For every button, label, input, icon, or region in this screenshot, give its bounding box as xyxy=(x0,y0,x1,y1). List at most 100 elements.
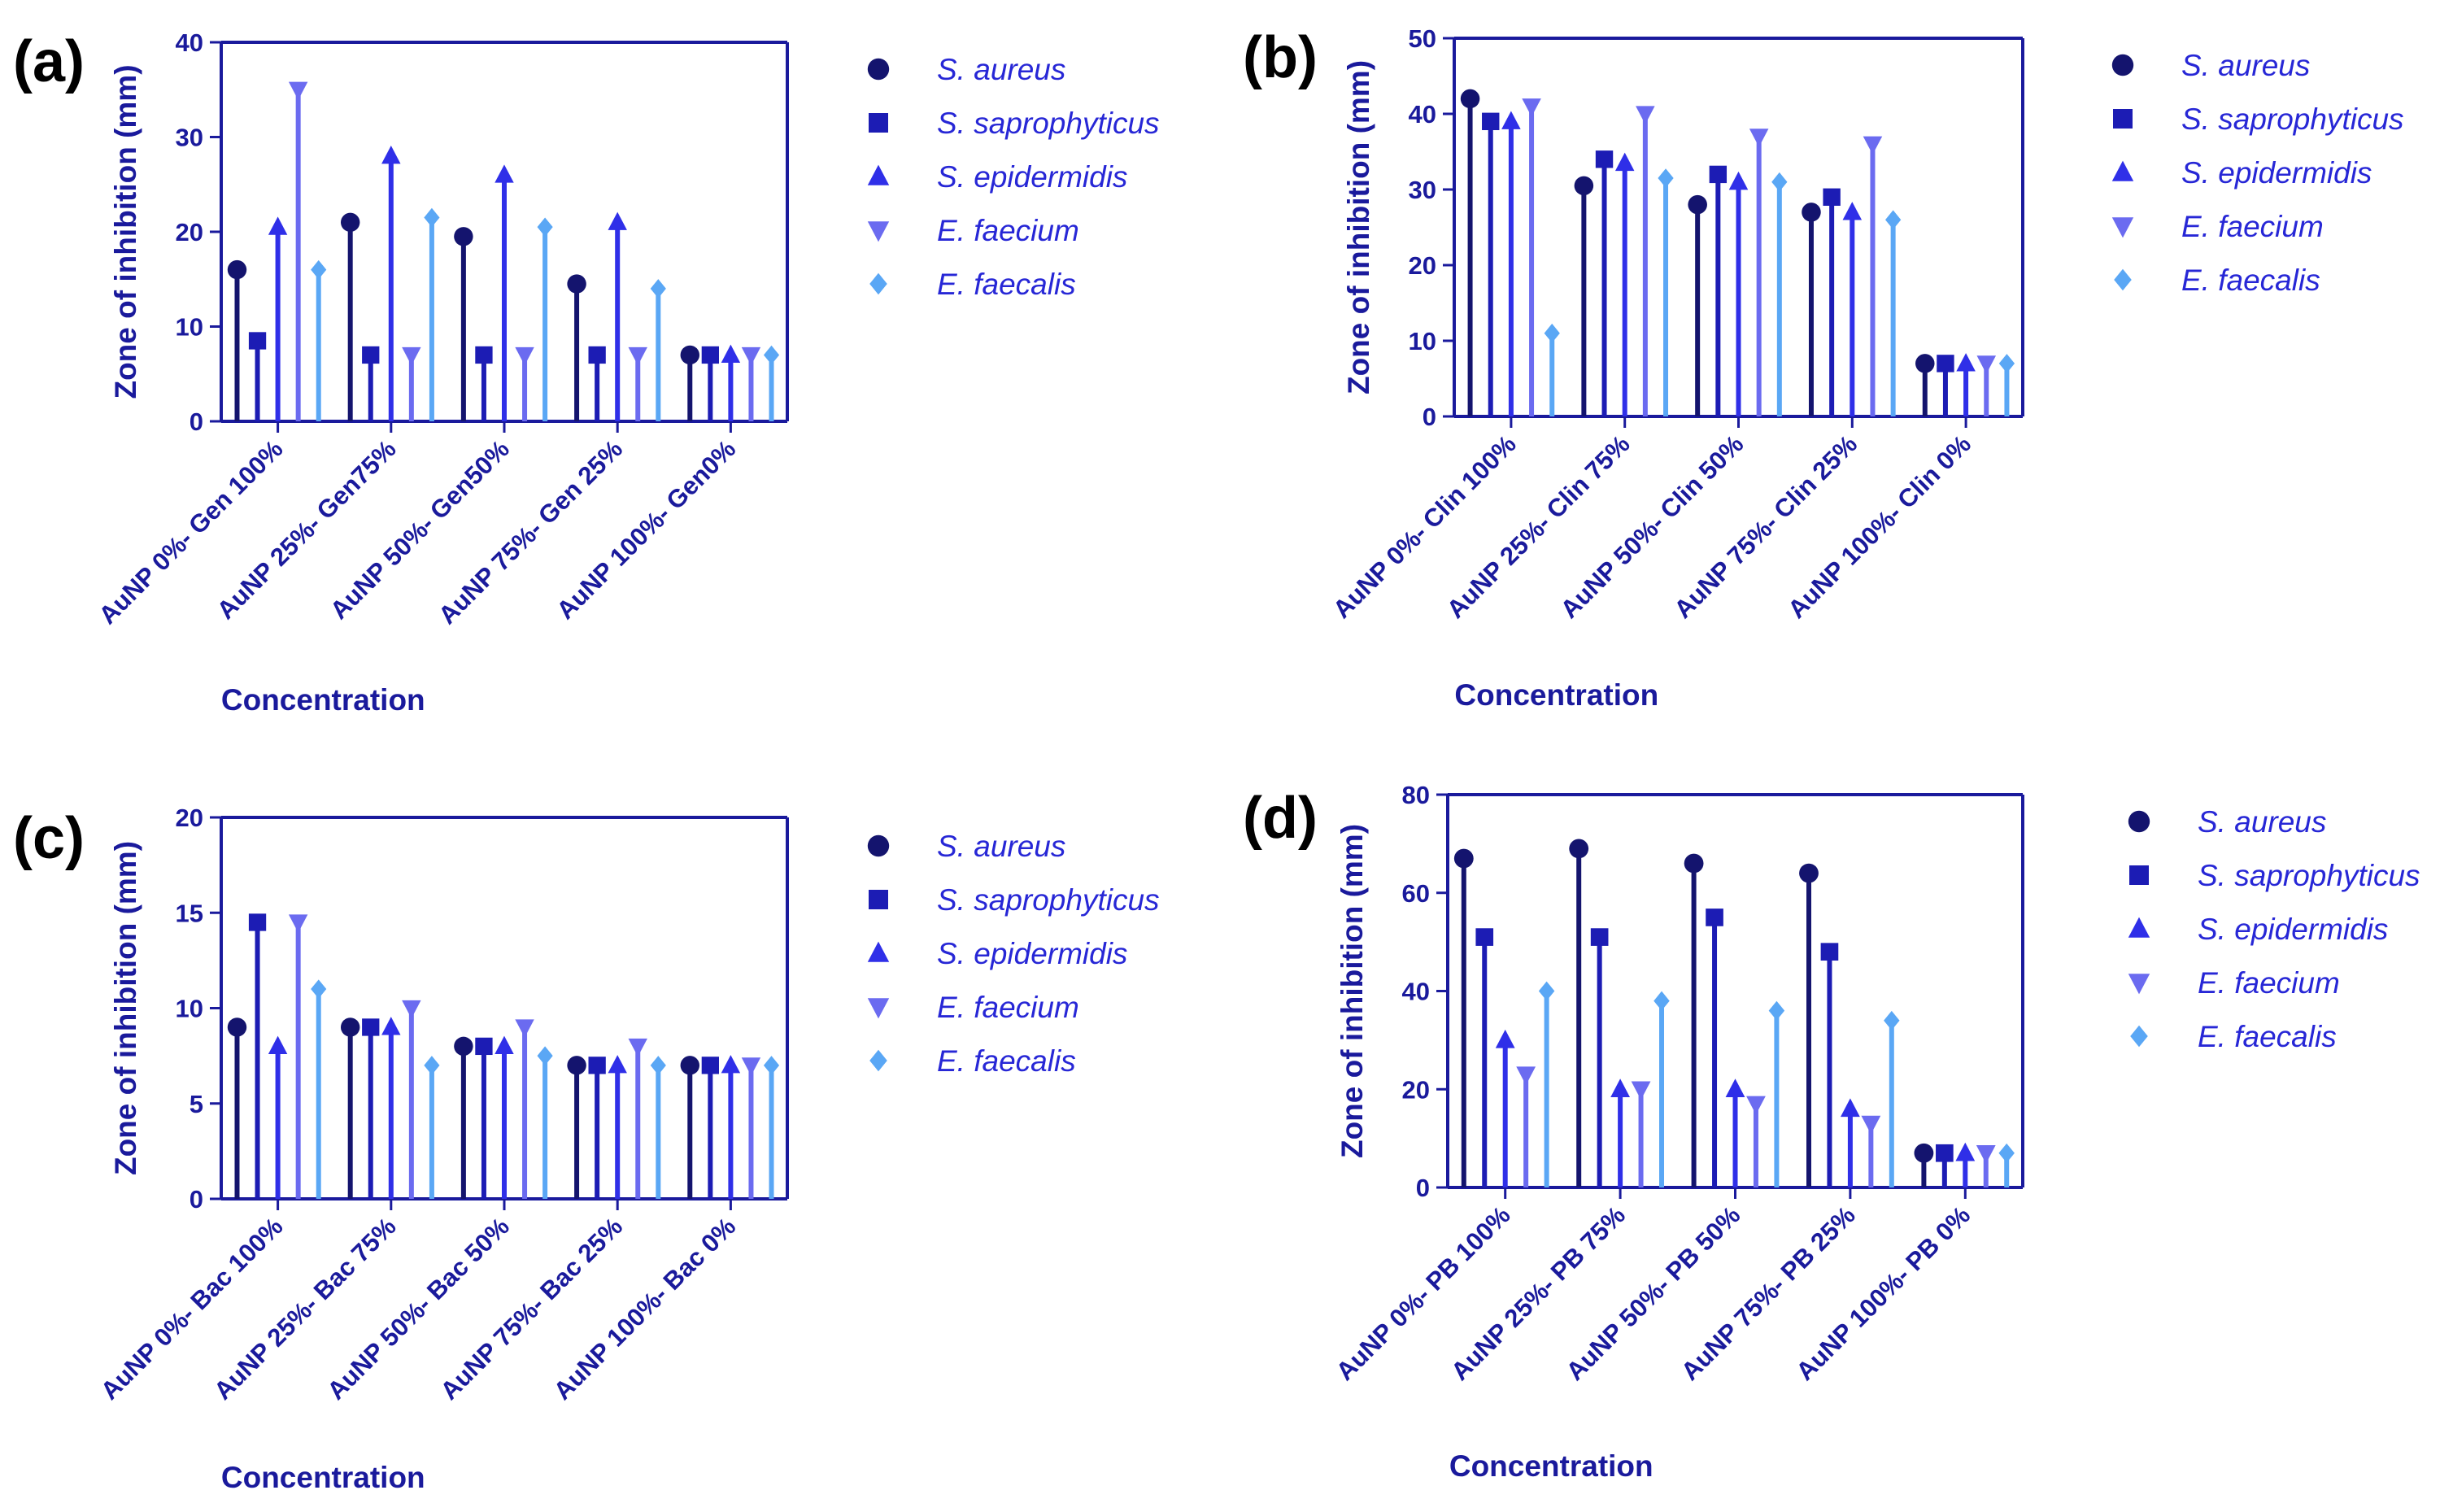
chart-2-bar xyxy=(1850,211,1855,416)
chart-3-bar-marker xyxy=(588,1057,606,1074)
chart-2-bar xyxy=(1736,181,1741,416)
chart-4-bar xyxy=(1963,1153,1968,1187)
chart-3-bar-marker xyxy=(680,1056,700,1075)
chart-3-legend-label: E. faecium xyxy=(937,991,1079,1024)
chart-1-panel-letter: (a) xyxy=(13,29,85,94)
chart-4-panel-letter: (d) xyxy=(1243,786,1318,851)
chart-2-bar xyxy=(1581,185,1587,416)
chart-1-bar-marker xyxy=(537,217,553,237)
chart-1-bar xyxy=(522,355,528,421)
chart-3-legend-marker xyxy=(867,941,890,962)
chart-2-bar-marker xyxy=(1937,355,1954,373)
chart-1-legend-label: E. faecium xyxy=(937,214,1079,247)
chart-4-bar-marker xyxy=(1610,1078,1630,1097)
chart-3-x-tick-label: AuNP 50%- Bac 50% xyxy=(321,1212,515,1405)
chart-2-bar xyxy=(1488,121,1493,417)
chart-1-bar-marker xyxy=(402,346,421,366)
chart-1-bar xyxy=(275,227,281,421)
chart-2-bar-marker xyxy=(1998,354,2015,373)
chart-4-legend-marker xyxy=(2128,974,2150,995)
chart-2-bar xyxy=(1942,363,1948,416)
chart-1-bar-marker xyxy=(362,346,380,364)
chart-1-bar-marker xyxy=(248,332,267,350)
chart-2-bar-marker xyxy=(1802,203,1821,222)
chart-1-bar xyxy=(255,340,260,421)
chart-4-legend-label: S. epidermidis xyxy=(2198,913,2388,946)
chart-4-legend-marker xyxy=(2128,810,2150,833)
chart-1-bar xyxy=(769,355,774,421)
chart-2-y-tick-label: 30 xyxy=(1409,176,1436,204)
chart-1-y-tick-label: 10 xyxy=(176,313,203,342)
chart-4-bar xyxy=(1889,1020,1894,1187)
chart-1-x-axis-title: Concentration xyxy=(221,683,425,717)
chart-4-bar xyxy=(1847,1109,1853,1187)
chart-2-x-tick-label: AuNP 75%- Clin 25% xyxy=(1669,429,1863,624)
chart-1-bar xyxy=(481,355,486,421)
chart-4-bar-marker xyxy=(1746,1096,1766,1115)
chart-1-bar xyxy=(542,227,548,421)
chart-1-bar xyxy=(234,269,240,421)
chart-2-bar-marker xyxy=(1501,111,1521,129)
chart-1-bar xyxy=(687,355,693,421)
chart-2-bar-marker xyxy=(1658,168,1674,188)
chart-4-bar-marker xyxy=(1706,909,1723,926)
chart-4-legend-label: E. faecium xyxy=(2198,966,2340,1000)
chart-1-bar xyxy=(615,222,621,421)
chart-2-bar xyxy=(1829,197,1835,417)
chart-3-bar-marker xyxy=(402,1000,421,1019)
chart-2-bar-marker xyxy=(1771,172,1788,192)
chart-3-bar-marker xyxy=(741,1057,761,1076)
chart-3-legend-label: S. aureus xyxy=(937,830,1065,863)
chart-1-bar xyxy=(708,355,713,421)
chart-4-bar-marker xyxy=(1884,1010,1900,1031)
chart-1-bar xyxy=(368,355,373,421)
chart-4-legend-label: S. saprophyticus xyxy=(2198,859,2420,892)
chart-1-bar-marker xyxy=(454,227,473,246)
chart-4-bar xyxy=(1502,1039,1508,1187)
chart-3-legend-marker xyxy=(869,1049,887,1072)
chart-2-bar xyxy=(1642,114,1648,416)
chart-3-bar-marker xyxy=(537,1046,553,1065)
chart-4-bar xyxy=(1618,1089,1623,1187)
chart-1-legend-marker xyxy=(867,58,890,81)
chart-3-bar-marker xyxy=(763,1056,780,1075)
chart-4-x-axis-title: Concentration xyxy=(1449,1449,1653,1483)
chart-1-bar-marker xyxy=(495,164,514,183)
chart-4-bar-marker xyxy=(1955,1142,1976,1161)
chart-2-bar xyxy=(1549,333,1555,416)
chart-3-x-tick-label: AuNP 25%- Bac 75% xyxy=(208,1212,402,1405)
chart-3-legend-label: E. faecalis xyxy=(937,1044,1076,1078)
chart-3-legend-label: S. saprophyticus xyxy=(937,883,1160,917)
chart-1-bar-marker xyxy=(628,346,647,366)
chart-4-bar xyxy=(1732,1089,1738,1187)
chart-4-bar xyxy=(1691,863,1697,1187)
chart-3-bar-marker xyxy=(268,1035,288,1054)
chart-2-bar xyxy=(1922,363,1928,416)
chart-2-x-tick-label: AuNP 0%- Clin 100% xyxy=(1327,429,1522,624)
chart-4-bar-marker xyxy=(1453,848,1474,869)
chart-2-legend-label: E. faecium xyxy=(2181,210,2324,243)
chart-4-y-tick-label: 40 xyxy=(1402,978,1430,1006)
chart-2-x-axis-title: Concentration xyxy=(1454,678,1658,712)
chart-2-legend-label: S. epidermidis xyxy=(2181,156,2372,190)
chart-4-y-tick-label: 80 xyxy=(1402,781,1430,809)
chart-3-legend-marker xyxy=(869,890,888,909)
chart-2-bar-marker xyxy=(1885,210,1902,229)
chart-1-bar xyxy=(574,284,580,421)
chart-4-bar-marker xyxy=(1538,981,1555,1001)
chart-1-bar-marker xyxy=(608,211,627,230)
chart-2-legend-marker xyxy=(2114,268,2132,291)
chart-4-bar-marker xyxy=(1516,1066,1536,1086)
chart-3-bar xyxy=(347,1026,353,1199)
chart-1-bar xyxy=(595,355,600,421)
chart-3-panel-letter: (c) xyxy=(13,806,85,871)
chart-2-bar-marker xyxy=(1544,323,1560,343)
chart-1-bar-marker xyxy=(288,81,308,101)
chart-4-bar-marker xyxy=(1495,1029,1515,1048)
chart-1-bar-marker xyxy=(701,346,719,364)
chart-4-bar-marker xyxy=(1569,839,1589,859)
chart-2-bar-marker xyxy=(1915,354,1935,373)
chart-3-bar xyxy=(574,1065,580,1199)
chart-3-bar-marker xyxy=(288,914,308,933)
chart-2-bar xyxy=(1963,363,1969,416)
